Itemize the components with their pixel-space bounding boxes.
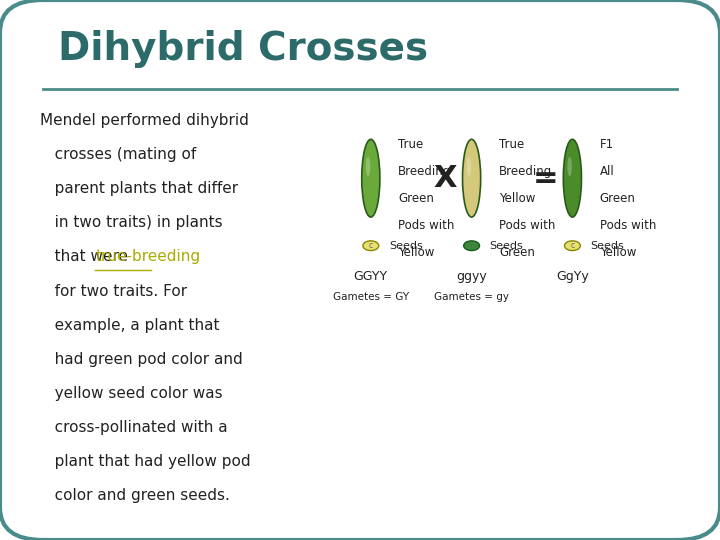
Text: c: c xyxy=(369,241,373,250)
Ellipse shape xyxy=(464,241,480,251)
Ellipse shape xyxy=(563,139,582,217)
Text: Seeds: Seeds xyxy=(490,241,523,251)
Text: True: True xyxy=(499,138,524,151)
Text: Mendel performed dihybrid: Mendel performed dihybrid xyxy=(40,113,248,129)
Text: Seeds: Seeds xyxy=(389,241,423,251)
Text: Gametes = GY: Gametes = GY xyxy=(333,292,409,302)
Text: All: All xyxy=(600,165,614,178)
Ellipse shape xyxy=(462,139,481,217)
Text: Gametes = gy: Gametes = gy xyxy=(434,292,509,302)
Text: had green pod color and: had green pod color and xyxy=(40,352,243,367)
Text: crosses (mating of: crosses (mating of xyxy=(40,147,196,163)
Ellipse shape xyxy=(467,157,471,176)
Text: c: c xyxy=(570,241,575,250)
Text: Pods with: Pods with xyxy=(499,219,555,232)
Text: X: X xyxy=(433,164,456,193)
Ellipse shape xyxy=(361,139,380,217)
Ellipse shape xyxy=(363,241,379,251)
Text: plant that had yellow pod: plant that had yellow pod xyxy=(40,454,251,469)
Text: Breeding: Breeding xyxy=(398,165,451,178)
Text: Seeds: Seeds xyxy=(590,241,624,251)
Text: c: c xyxy=(469,241,474,250)
Text: cross-pollinated with a: cross-pollinated with a xyxy=(40,420,228,435)
Text: F1: F1 xyxy=(600,138,614,151)
Text: Green: Green xyxy=(499,246,535,259)
Text: Yellow: Yellow xyxy=(499,192,536,205)
Text: =: = xyxy=(533,164,559,193)
Text: Breeding: Breeding xyxy=(499,165,552,178)
Text: yellow seed color was: yellow seed color was xyxy=(40,386,222,401)
Text: Green: Green xyxy=(398,192,434,205)
Text: for two traits. For: for two traits. For xyxy=(40,284,186,299)
Text: true-breeding: true-breeding xyxy=(95,249,200,265)
Text: Yellow: Yellow xyxy=(398,246,435,259)
Ellipse shape xyxy=(366,157,370,176)
Text: True: True xyxy=(398,138,423,151)
Text: parent plants that differ: parent plants that differ xyxy=(40,181,238,197)
Text: example, a plant that: example, a plant that xyxy=(40,318,219,333)
Text: that were: that were xyxy=(40,249,132,265)
Text: Green: Green xyxy=(600,192,636,205)
Ellipse shape xyxy=(567,157,572,176)
Text: GgYy: GgYy xyxy=(556,270,589,283)
Text: ggyy: ggyy xyxy=(456,270,487,283)
Text: Yellow: Yellow xyxy=(600,246,636,259)
Text: Pods with: Pods with xyxy=(398,219,454,232)
Text: Dihybrid Crosses: Dihybrid Crosses xyxy=(58,30,428,68)
Text: color and green seeds.: color and green seeds. xyxy=(40,488,230,503)
Text: Pods with: Pods with xyxy=(600,219,656,232)
Text: GGYY: GGYY xyxy=(354,270,388,283)
Text: in two traits) in plants: in two traits) in plants xyxy=(40,215,222,231)
Ellipse shape xyxy=(564,241,580,251)
